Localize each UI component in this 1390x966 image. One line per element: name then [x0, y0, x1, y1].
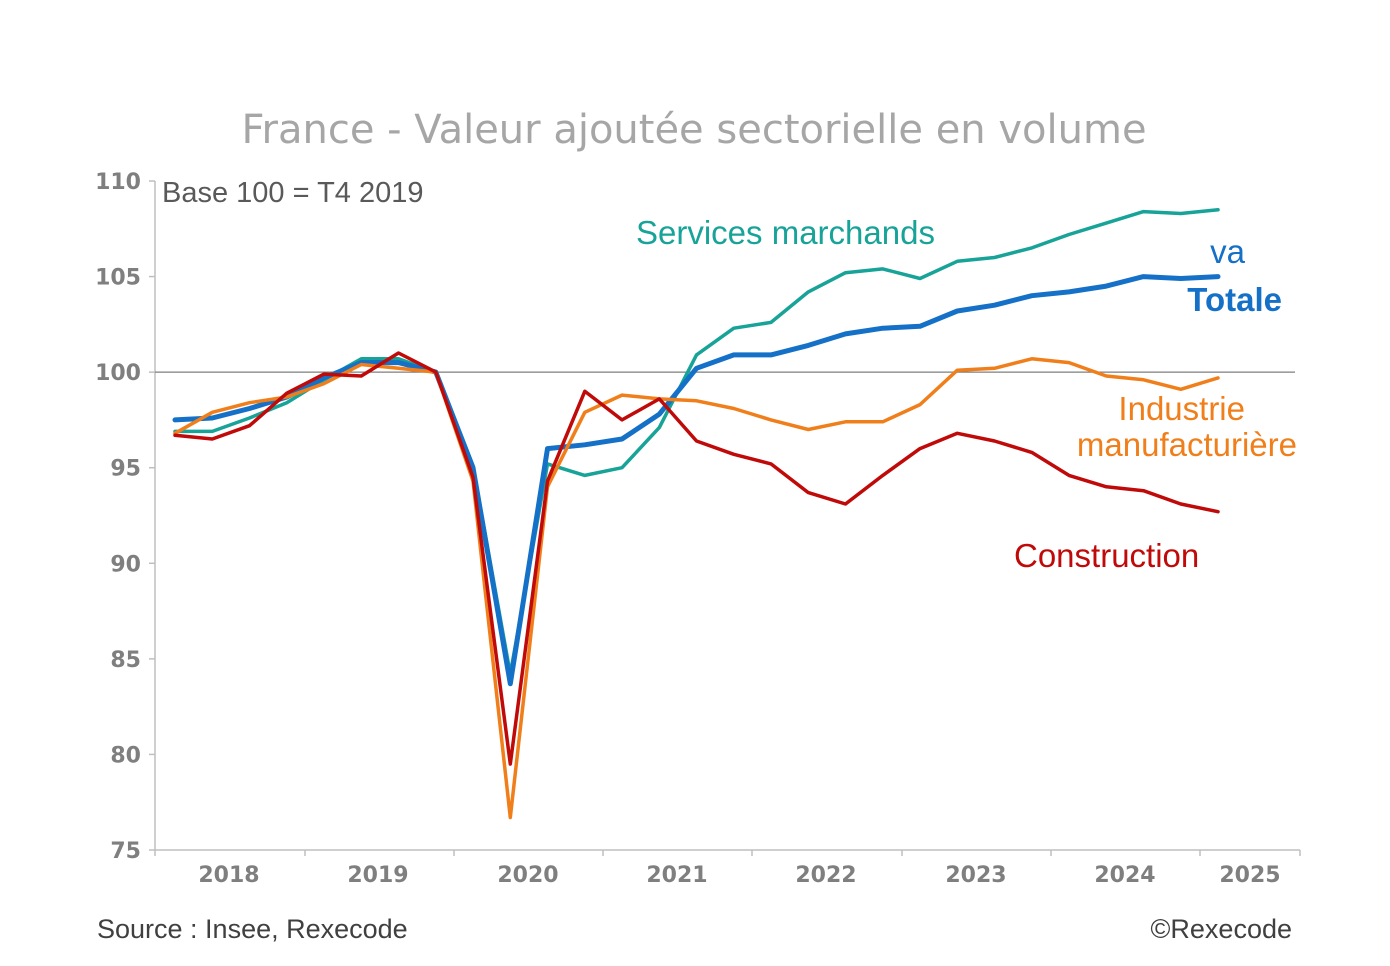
series-label-industrie-manufacturiere: Industrie — [1118, 390, 1245, 427]
y-tick-label: 100 — [95, 361, 141, 386]
x-tick-label: 2019 — [347, 863, 408, 888]
x-tick-label: 2018 — [198, 863, 259, 888]
copyright: ©Rexecode — [1151, 914, 1292, 944]
y-tick-label: 75 — [110, 839, 141, 864]
x-tick-label: 2021 — [646, 863, 707, 888]
series-line-va-totale — [172, 274, 1221, 687]
y-tick-label: 110 — [95, 170, 141, 195]
y-tick-label: 85 — [110, 648, 141, 673]
source-note: Source : Insee, Rexecode — [97, 914, 408, 944]
series-label-services-marchands: Services marchands — [636, 214, 935, 251]
y-tick-label: 95 — [110, 457, 141, 482]
series-label-construction: Construction — [1014, 537, 1199, 574]
series-line-construction — [173, 351, 1220, 766]
series-lines — [172, 207, 1221, 820]
axes: 75 80 85 90 95 100 105 110 2018 2019 2020 2021 2022 2… — [95, 170, 1301, 888]
x-tick-label: 2022 — [795, 863, 856, 888]
series-label-industrie-manufacturiere: manufacturière — [1077, 426, 1297, 463]
base-note: Base 100 = T4 2019 — [162, 177, 423, 209]
x-tick-label: 2025 — [1219, 863, 1280, 888]
series-label-va-totale: Totale — [1187, 281, 1282, 318]
series-labels: Services marchands va Totale Industriemanuf… — [636, 214, 1297, 574]
x-tick-label: 2024 — [1094, 863, 1155, 888]
x-tick-label: 2020 — [497, 863, 558, 888]
x-tick-label: 2023 — [945, 863, 1006, 888]
series-line-industrie-manufacturiere — [173, 357, 1220, 820]
chart-title: France - Valeur ajoutée sectorielle en v… — [241, 107, 1146, 153]
y-tick-label: 80 — [110, 743, 141, 768]
y-tick-label: 90 — [110, 552, 141, 577]
series-label-va-totale: va — [1210, 233, 1246, 270]
y-tick-label: 105 — [95, 266, 141, 291]
